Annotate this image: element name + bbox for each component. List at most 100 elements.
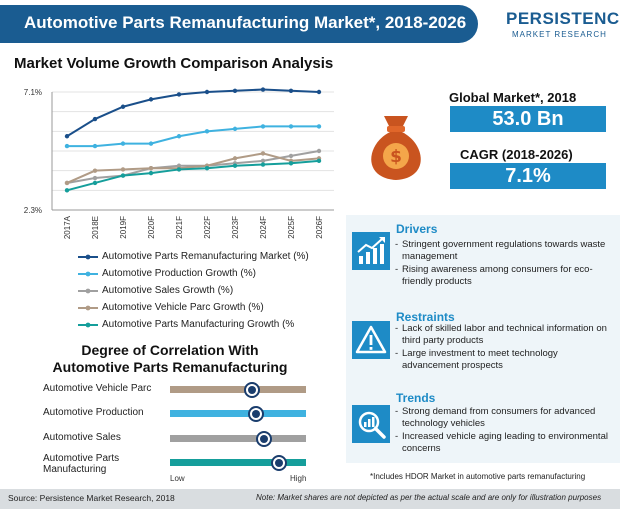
correlation-bar xyxy=(170,435,306,442)
data-point xyxy=(260,124,266,129)
x-tick-label: 2019F xyxy=(119,216,128,239)
correlation-bar xyxy=(170,410,306,417)
footer: Source: Persistence Market Research, 201… xyxy=(0,489,620,509)
correlation-label: Automotive Vehicle Parc xyxy=(43,383,152,394)
data-point xyxy=(232,163,238,168)
data-point xyxy=(288,161,294,166)
logo-bottom-text: MARKET RESEARCH xyxy=(512,30,607,39)
logo-top-text: PERSISTENCE xyxy=(506,9,620,28)
correlation-label: Automotive Parts Manufacturing xyxy=(43,453,120,475)
correlation-title-line1: Degree of Correlation With xyxy=(81,342,259,358)
series-line xyxy=(66,159,320,192)
legend-swatch xyxy=(78,322,98,328)
data-point xyxy=(204,89,210,95)
data-point xyxy=(288,88,294,93)
data-point xyxy=(120,141,126,146)
data-point xyxy=(148,166,154,171)
data-point xyxy=(260,151,266,156)
data-point xyxy=(148,97,154,102)
data-point xyxy=(92,116,98,122)
drivers-item-2: Rising awareness among consumers for eco… xyxy=(395,264,616,287)
legend-swatch xyxy=(78,305,98,311)
legend-label: Automotive Sales Growth (%) xyxy=(102,285,234,296)
warning-icon xyxy=(352,321,390,359)
data-point xyxy=(232,156,238,161)
data-point xyxy=(316,148,322,154)
correlation-row: Automotive Vehicle Parc xyxy=(0,382,340,402)
data-point xyxy=(260,158,266,164)
header: Automotive Parts Remanufacturing Market*… xyxy=(0,0,620,48)
data-point xyxy=(92,180,98,186)
data-point xyxy=(176,134,182,139)
correlation-label: Automotive Sales xyxy=(43,432,121,443)
correlation-marker xyxy=(270,455,287,471)
legend-label: Automotive Production Growth (%) xyxy=(102,268,256,279)
trends-item-2: Increased vehicle aging leading to envir… xyxy=(395,431,616,454)
legend-label: Automotive Parts Manufacturing Growth (% xyxy=(102,319,295,330)
line-chart: 7.1% 2.3% 2017A 2018E 2019F 2020F 2021F 2022F 20… xyxy=(24,87,334,239)
data-point xyxy=(120,167,126,172)
data-point xyxy=(120,104,126,109)
x-tick-label: 2026F xyxy=(315,216,324,239)
legend-label: Automotive Parts Remanufacturing Market … xyxy=(102,251,309,262)
drivers-title: Drivers xyxy=(396,222,438,236)
legend-swatch xyxy=(78,254,98,260)
correlation-title-line2: Automotive Parts Remanufacturing xyxy=(52,359,288,375)
drivers-item-1: Stringent government regulations towards… xyxy=(395,239,616,262)
x-tick-label: 2022F xyxy=(203,216,212,239)
correlation-marker xyxy=(243,382,260,398)
footnote: *Includes HDOR Market in automotive part… xyxy=(370,472,586,481)
data-point xyxy=(288,153,294,159)
x-tick-label: 2020F xyxy=(147,216,156,239)
global-market-label: Global Market*, 2018 xyxy=(449,90,577,105)
scale-low-label: Low xyxy=(170,474,185,483)
trends-title: Trends xyxy=(396,391,436,405)
cagr-label: CAGR (2018-2026) xyxy=(460,147,573,162)
x-tick-label: 2018E xyxy=(91,216,100,239)
x-tick-label: 2023F xyxy=(231,216,240,239)
title-bar: Automotive Parts Remanufacturing Market*… xyxy=(0,5,478,43)
money-bag-icon: $ xyxy=(371,116,421,180)
data-point xyxy=(204,129,210,134)
source-text: Source: Persistence Market Research, 201… xyxy=(8,493,175,503)
correlation-row: Automotive Parts Manufacturing xyxy=(0,453,340,475)
data-point xyxy=(232,126,238,132)
correlation-bar xyxy=(170,459,306,466)
data-point xyxy=(176,92,182,97)
data-point xyxy=(316,89,322,95)
correlation-marker xyxy=(255,431,272,447)
data-point xyxy=(316,158,322,164)
legend-swatch xyxy=(78,288,98,294)
x-tick-label: 2021F xyxy=(175,216,184,239)
note-text: Note: Market shares are not depicted as … xyxy=(256,493,602,502)
data-point xyxy=(64,134,70,139)
data-point xyxy=(64,180,70,186)
trends-item-1: Strong demand from consumers for advance… xyxy=(395,406,616,429)
y-tick-label: 7.1% xyxy=(24,88,42,97)
data-point xyxy=(92,175,98,181)
growth-chart-icon xyxy=(352,232,390,270)
data-point xyxy=(232,88,238,93)
x-tick-label: 2017A xyxy=(63,215,72,239)
cagr-value: 7.1% xyxy=(450,163,606,189)
global-market-value: 53.0 Bn xyxy=(450,106,606,132)
chart-title: Market Volume Growth Comparison Analysis xyxy=(14,55,334,72)
legend-swatch xyxy=(78,271,98,277)
correlation-label: Automotive Production xyxy=(43,407,144,418)
data-point xyxy=(64,188,70,193)
data-point xyxy=(176,167,182,172)
data-point xyxy=(148,141,154,146)
data-point xyxy=(204,166,210,171)
series-line xyxy=(66,88,320,138)
correlation-bar xyxy=(170,386,306,393)
correlation-row: Automotive Sales xyxy=(0,431,340,451)
correlation-title: Degree of Correlation With Automotive Pa… xyxy=(0,342,340,376)
restraints-item-1: Lack of skilled labor and technical info… xyxy=(395,323,616,346)
data-point xyxy=(148,170,154,176)
magnifier-chart-icon xyxy=(352,405,390,443)
y-tick-label: 2.3% xyxy=(24,206,42,215)
series-line xyxy=(66,150,320,184)
data-point xyxy=(316,124,322,129)
data-point xyxy=(64,143,70,149)
svg-text:$: $ xyxy=(390,147,402,167)
